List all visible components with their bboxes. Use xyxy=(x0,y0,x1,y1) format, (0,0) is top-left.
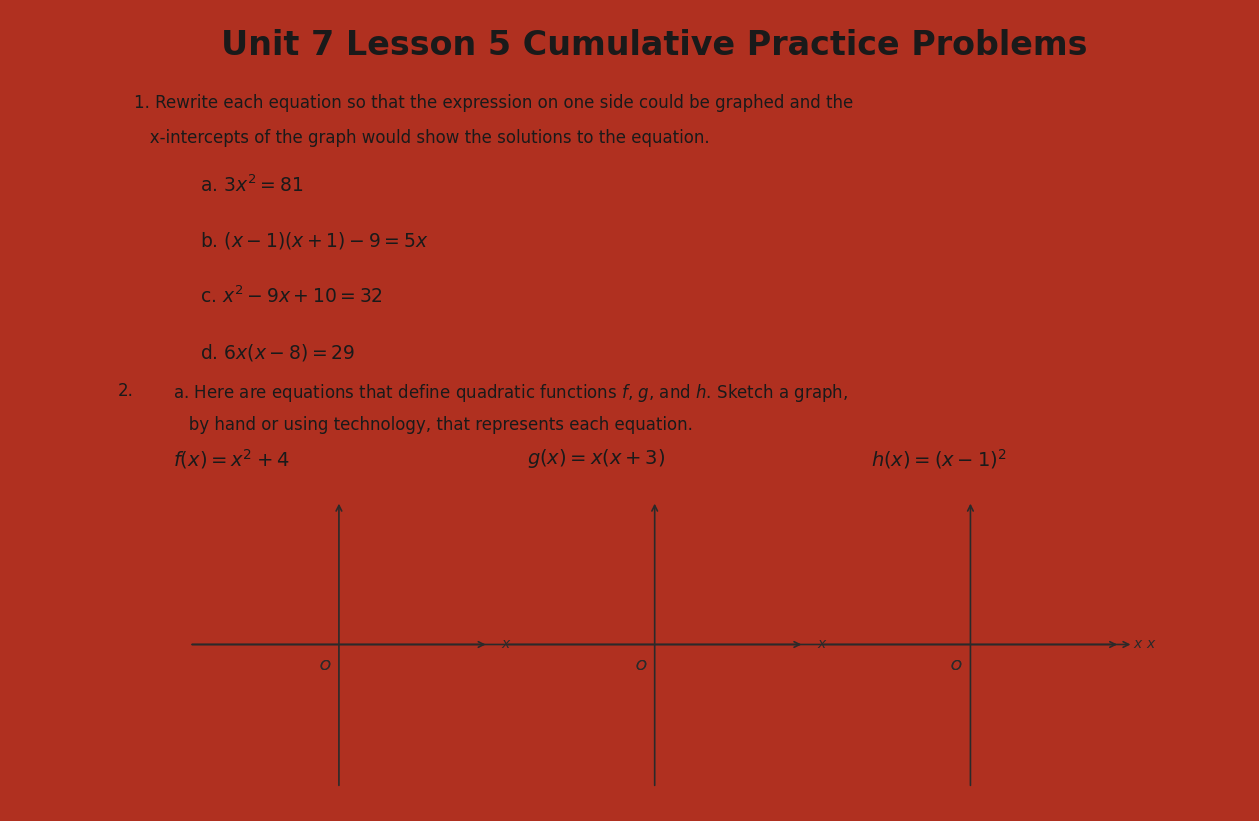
Text: Unit 7 Lesson 5 Cumulative Practice Problems: Unit 7 Lesson 5 Cumulative Practice Prob… xyxy=(222,29,1088,62)
Text: x-intercepts of the graph would show the solutions to the equation.: x-intercepts of the graph would show the… xyxy=(133,129,710,147)
Text: x: x xyxy=(1133,637,1142,652)
Text: O: O xyxy=(320,659,330,673)
Text: O: O xyxy=(951,659,962,673)
Text: 1. Rewrite each equation so that the expression on one side could be graphed and: 1. Rewrite each equation so that the exp… xyxy=(133,94,854,112)
Text: x: x xyxy=(1147,637,1155,652)
Text: a. $3x^2 = 81$: a. $3x^2 = 81$ xyxy=(200,174,303,195)
Text: by hand or using technology, that represents each equation.: by hand or using technology, that repres… xyxy=(172,416,692,434)
Text: O: O xyxy=(635,659,646,673)
Text: O: O xyxy=(635,659,646,673)
Text: O: O xyxy=(320,659,330,673)
Text: O: O xyxy=(951,659,962,673)
Text: 2.: 2. xyxy=(117,382,133,400)
Text: $h(x) = (x-1)^2$: $h(x) = (x-1)^2$ xyxy=(871,447,1006,471)
Text: x: x xyxy=(502,637,510,652)
Text: b. $(x-1)(x+1) - 9 = 5x$: b. $(x-1)(x+1) - 9 = 5x$ xyxy=(200,230,429,251)
Text: d. $6x(x-8) = 29$: d. $6x(x-8) = 29$ xyxy=(200,342,355,363)
Text: a. Here are equations that define quadratic functions $f$, $g$, and $h$. Sketch : a. Here are equations that define quadra… xyxy=(172,382,849,404)
Text: c. $x^2 - 9x + 10 = 32$: c. $x^2 - 9x + 10 = 32$ xyxy=(200,286,384,307)
Text: $f(x) = x^2 + 4$: $f(x) = x^2 + 4$ xyxy=(172,447,290,471)
Text: x: x xyxy=(817,637,826,652)
Text: $g(x) = x(x+3)$: $g(x) = x(x+3)$ xyxy=(528,447,665,470)
